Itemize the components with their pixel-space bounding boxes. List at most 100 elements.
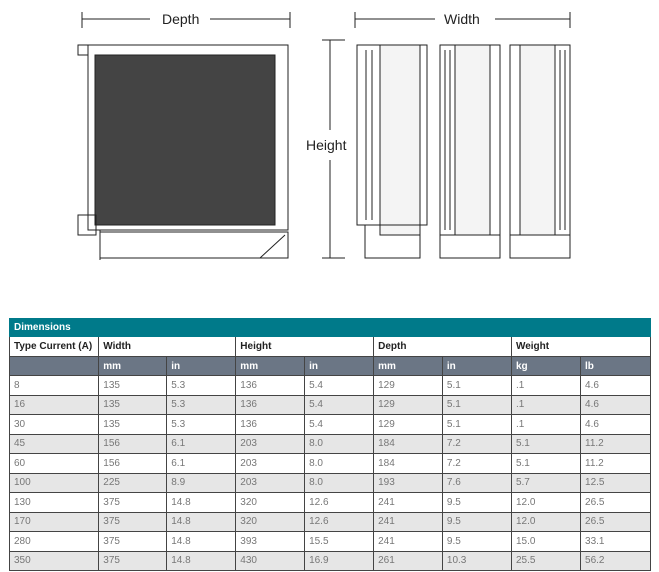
table-cell: 7.6 — [441, 472, 512, 493]
table-cell: 375 — [98, 492, 168, 513]
table-cell: 14.8 — [166, 492, 237, 513]
table-cell: 136 — [235, 375, 306, 396]
table-cell: 6.1 — [166, 453, 237, 474]
table-cell: 9.5 — [441, 492, 512, 513]
table-cell: 375 — [98, 550, 168, 571]
table-row: 30 135 5.3 136 5.4 129 5.1.1 4.6 — [8, 414, 651, 435]
table-cell: 12.5 — [580, 472, 651, 493]
table-cell: 135 — [98, 414, 168, 435]
table-cell: 241 — [373, 511, 443, 532]
table-cell: 375 — [98, 531, 168, 552]
table-row: 16 135 5.3 136 5.4 129 5.1.1 4.6 — [8, 394, 651, 415]
table-cell: 16 — [8, 394, 100, 415]
table-cell: 12.6 — [304, 511, 375, 532]
table-cell: 9.5 — [441, 531, 512, 552]
table-cell: .1 — [510, 394, 582, 415]
table-cell: 4.6 — [580, 394, 651, 415]
table-cell: 320 — [235, 492, 306, 513]
table-cell: 136 — [235, 394, 306, 415]
table-row: 130 375 14.8 320 12.6 241 9.5 12.0 26.5 — [8, 492, 651, 513]
table-cell: 26.5 — [580, 511, 651, 532]
height-arrow — [322, 39, 345, 259]
table-cell: 241 — [373, 492, 443, 513]
dimension-drawing — [77, 12, 571, 260]
table-cell: 5.1 — [510, 433, 582, 454]
width-arrow — [354, 12, 571, 28]
table-cell: 8.9 — [166, 472, 237, 493]
table-cell: 5.7 — [510, 472, 582, 493]
table-cell: 350 — [8, 550, 100, 571]
unit-cell: in — [304, 356, 375, 376]
table-cell: 30 — [8, 414, 100, 435]
table-title: Dimensions — [9, 318, 651, 337]
table-cell: 135 — [98, 394, 168, 415]
table-cell: 15.5 — [304, 531, 375, 552]
width-label: Width — [444, 11, 480, 27]
table-cell: 11.2 — [580, 453, 651, 474]
table-cell: 8.0 — [304, 433, 375, 454]
unit-cell: mm — [235, 356, 306, 376]
header-width: Width — [98, 336, 237, 357]
table-row: 170 375 14.8 320 12.6 241 9.5 12.0 26.5 — [8, 511, 651, 532]
table-cell: 393 — [235, 531, 306, 552]
table-cell: 203 — [235, 472, 306, 493]
table-cell: 5.4 — [304, 375, 375, 396]
table-cell: 45 — [8, 433, 100, 454]
table-cell: 26.5 — [580, 492, 651, 513]
table-cell: 25.5 — [510, 550, 582, 571]
table-cell: 193 — [373, 472, 443, 493]
table-cell: 184 — [373, 433, 443, 454]
table-cell: 14.8 — [166, 531, 237, 552]
table-cell: 5.1 — [441, 394, 512, 415]
table-cell: 129 — [373, 394, 443, 415]
table-cell: 7.2 — [441, 453, 512, 474]
table-cell: .1 — [510, 414, 582, 435]
side-view — [77, 44, 289, 260]
table-row: 45 156 6.1 203 8.0 184 7.2 5.1 11.2 — [8, 433, 651, 454]
dimensions-table: Dimensions Type Current (A) Width Height… — [8, 318, 652, 571]
table-cell: 4.6 — [580, 375, 651, 396]
unit-cell: mm — [373, 356, 443, 376]
table-cell: 129 — [373, 375, 443, 396]
table-cell: 129 — [373, 414, 443, 435]
table-cell: 261 — [373, 550, 443, 571]
unit-cell: in — [441, 356, 512, 376]
table-cell: .1 — [510, 375, 582, 396]
header-height: Height — [235, 336, 375, 357]
front-view — [356, 44, 571, 259]
table-cell: 14.8 — [166, 550, 237, 571]
table-row: 8 135 5.3 136 5.4 129 5.1.1 4.6 — [8, 375, 651, 396]
table-cell: 8.0 — [304, 453, 375, 474]
table-cell: 5.3 — [166, 394, 237, 415]
unit-cell: lb — [580, 356, 651, 376]
table-row: 280 375 14.8 393 15.5 241 9.5 15.0 33.1 — [8, 531, 651, 552]
table-cell: 11.2 — [580, 433, 651, 454]
table-cell: 184 — [373, 453, 443, 474]
table-row: 60 156 6.1 203 8.0 184 7.2 5.1 11.2 — [8, 453, 651, 474]
table-cell: 203 — [235, 453, 306, 474]
table-cell: 5.1 — [510, 453, 582, 474]
unit-cell — [8, 356, 100, 376]
table-cell: 320 — [235, 511, 306, 532]
table-cell: 56.2 — [580, 550, 651, 571]
table-cell: 9.5 — [441, 511, 512, 532]
table-cell: 33.1 — [580, 531, 651, 552]
table-row: 350 375 14.8 430 16.9 261 10.3 25.5 56.2 — [8, 550, 651, 571]
table-cell: 12.0 — [510, 511, 582, 532]
header-depth: Depth — [373, 336, 512, 357]
table-cell: 12.6 — [304, 492, 375, 513]
table-cell: 12.0 — [510, 492, 582, 513]
table-cell: 4.6 — [580, 414, 651, 435]
table-cell: 5.3 — [166, 414, 237, 435]
unit-cell: kg — [510, 356, 582, 376]
header-weight: Weight — [510, 336, 652, 357]
table-cell: 5.1 — [441, 375, 512, 396]
height-label: Height — [306, 137, 347, 153]
table-cell: 60 — [8, 453, 100, 474]
table-cell: 375 — [98, 511, 168, 532]
table-cell: 8 — [8, 375, 100, 396]
table-cell: 5.3 — [166, 375, 237, 396]
depth-arrow — [81, 12, 291, 28]
table-cell: 156 — [98, 453, 168, 474]
table-cell: 5.4 — [304, 394, 375, 415]
